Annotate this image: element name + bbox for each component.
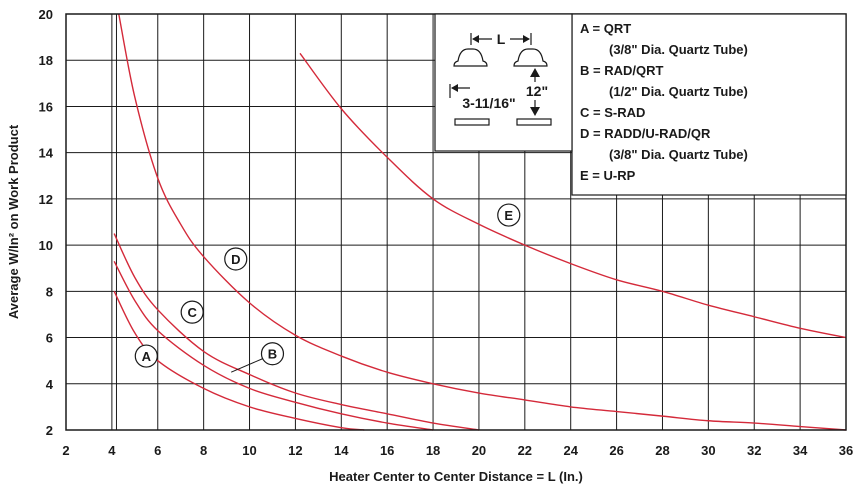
x-tick-label: 4 [108,443,116,458]
offset-label: 3-11/16" [462,95,515,111]
curve-D [118,13,847,431]
height-arrowhead-top [530,68,540,77]
curve-label-B-leader [230,358,263,373]
y-tick-label: 8 [46,284,53,299]
x-tick-label: 6 [154,443,161,458]
x-tick-label: 14 [334,443,349,458]
heater-diagram: L 12" 3-11/16" [434,13,573,152]
y-tick-label: 14 [39,146,54,161]
x-tick-label: 16 [380,443,394,458]
y-tick-label: 12 [39,192,53,207]
x-tick-label: 32 [747,443,761,458]
x-tick-label: 8 [200,443,207,458]
curve-label-A: A [134,344,158,368]
right-work-product [516,118,552,126]
x-tick-label: 10 [242,443,256,458]
left-heater-icon [453,48,488,67]
curves [113,13,847,431]
x-tick-label: 18 [426,443,440,458]
x-tick-label: 2 [62,443,69,458]
spacing-arrowhead-left [472,35,479,43]
legend-line: (3/8" Dia. Quartz Tube) [609,42,748,57]
y-tick-label: 6 [46,331,53,346]
legend-line: D = RADD/U-RAD/QR [580,126,711,141]
curve-label-text: E [504,208,513,223]
legend-frame [571,13,847,196]
curve-label-C: C [180,300,204,324]
legend-line: C = S-RAD [580,105,645,120]
curve-label-circle [224,247,248,271]
x-axis-title: Heater Center to Center Distance = L (In… [329,469,583,484]
curve-label-text: C [187,305,197,320]
x-tick-label: 34 [793,443,808,458]
y-tick-label: 18 [39,53,53,68]
curve-label-text: A [142,349,152,364]
legend-box: A = QRT (3/8" Dia. Quartz Tube) B = RAD/QR… [571,13,847,196]
legend-line: (1/2" Dia. Quartz Tube) [609,84,748,99]
legend-line: E = U-RP [580,168,636,183]
diagram-frame [434,13,573,152]
legend-line: B = RAD/QRT [580,63,663,78]
x-tick-label: 22 [518,443,532,458]
curve-A [113,291,365,431]
tick-labels: 2 4 6 8 10 12 14 16 18 20 22 24 26 28 30 32 34 3624681012… [39,7,854,458]
y-tick-label: 10 [39,238,53,253]
y-tick-label: 2 [46,423,53,438]
x-tick-label: 26 [609,443,623,458]
x-tick-label: 28 [655,443,669,458]
curve-label-text: D [231,252,240,267]
right-heater-icon [513,48,548,67]
x-tick-label: 20 [472,443,486,458]
height-label: 12" [526,83,548,99]
x-tick-label: 30 [701,443,715,458]
y-axis-title: Average W/In² on Work Product [6,124,21,319]
legend-line: (3/8" Dia. Quartz Tube) [609,147,748,162]
x-tick-label: 24 [563,443,578,458]
curve-labels: A B C D E [134,203,521,373]
y-tick-label: 20 [39,7,53,22]
curve-label-text: B [268,347,277,362]
offset-arrowhead [451,84,458,92]
y-tick-label: 16 [39,99,53,114]
curve-label-circle [134,344,158,368]
curve-label-circle [497,203,521,227]
x-tick-label: 36 [839,443,853,458]
curve-B [113,260,434,431]
curve-C [113,233,480,431]
spacing-arrowhead-right [523,35,530,43]
x-tick-label: 12 [288,443,302,458]
left-work-product [454,118,490,126]
curve-label-circle [180,300,204,324]
spacing-label: L [497,31,506,47]
height-arrowhead-bottom [530,107,540,116]
curve-label-B: B [260,342,285,366]
curve-label-E: E [497,203,521,227]
curve-E [299,52,847,339]
curve-label-circle [260,342,285,366]
y-tick-label: 4 [46,377,54,392]
legend-line: A = QRT [580,21,631,36]
curve-label-D: D [224,247,248,271]
